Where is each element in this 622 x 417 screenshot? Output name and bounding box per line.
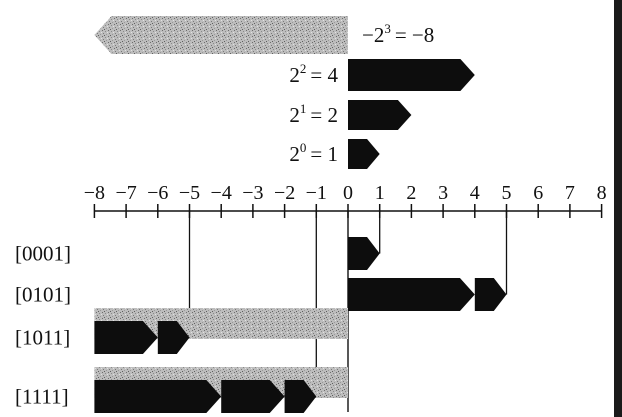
weight-result: = 1 xyxy=(310,142,338,166)
bit-bar-3-0 xyxy=(94,380,222,413)
weight-base: 2 xyxy=(289,103,300,127)
weight-label-0: −23 = −8 xyxy=(362,21,434,47)
axis-tick-label: 7 xyxy=(565,182,575,204)
axis-tick-label: −8 xyxy=(84,182,105,204)
axis-tick-label: −4 xyxy=(211,182,232,204)
axis-tick-label: 8 xyxy=(597,182,607,204)
weight-exponent: 1 xyxy=(300,101,307,116)
weight-result: = 4 xyxy=(310,63,338,87)
weight-base: 2 xyxy=(289,142,300,166)
axis-tick-label: 1 xyxy=(375,182,385,204)
axis-tick-label: 3 xyxy=(438,182,448,204)
bit-bar-3-2 xyxy=(284,380,317,413)
axis-tick-label: −6 xyxy=(147,182,168,204)
weight-label-1: 22 = 4 xyxy=(289,61,338,87)
weight-bar-2 xyxy=(348,100,412,130)
bit-bar-2-1 xyxy=(157,321,190,354)
weight-bar-1 xyxy=(348,59,475,91)
axis-tick-label: 0 xyxy=(343,182,353,204)
axis-tick-label: −5 xyxy=(179,182,200,204)
axis-tick-label: 6 xyxy=(533,182,543,204)
axis-tick-label: −2 xyxy=(274,182,295,204)
weight-label-2: 21 = 2 xyxy=(289,101,338,127)
example-label-0: [0001] xyxy=(15,242,71,266)
weight-exponent: 0 xyxy=(300,140,307,155)
weight-exponent: 3 xyxy=(384,21,391,36)
example-label-2: [1011] xyxy=(15,326,70,350)
weight-exponent: 2 xyxy=(300,61,307,76)
weight-base: 2 xyxy=(289,63,300,87)
weight-bar-3 xyxy=(348,139,380,169)
example-label-3: [1111] xyxy=(15,385,69,409)
example-bars: [0001] [0101] [1011] [1111] xyxy=(15,237,507,413)
axis-tick-label: 4 xyxy=(470,182,480,204)
bit-bar-0-0 xyxy=(348,237,380,270)
axis-tick-label: −1 xyxy=(306,182,327,204)
axis-tick-label: −3 xyxy=(242,182,263,204)
example-label-1: [0101] xyxy=(15,283,71,307)
axis-tick-label: 5 xyxy=(502,182,512,204)
bit-bar-2-0 xyxy=(94,321,158,354)
axis-tick-label: 2 xyxy=(406,182,416,204)
bit-bar-3-1 xyxy=(221,380,285,413)
bit-bar-1-1 xyxy=(474,278,507,311)
axis-tick-label: −7 xyxy=(115,182,136,204)
bit-bar-1-0 xyxy=(348,278,475,311)
weight-label-3: 20 = 1 xyxy=(289,140,338,166)
weight-base: −2 xyxy=(362,23,384,47)
number-line: −8 −7 −6 −5 −4 −3 −2 −1 0 1 2 3 4 5 6 7 8 xyxy=(84,182,607,412)
weight-bar-0 xyxy=(94,16,349,54)
weight-result: = −8 xyxy=(395,23,434,47)
weight-result: = 2 xyxy=(310,103,338,127)
weight-bars: −23 = −822 = 421 = 220 = 1 xyxy=(94,16,475,169)
window-edge xyxy=(614,0,622,417)
